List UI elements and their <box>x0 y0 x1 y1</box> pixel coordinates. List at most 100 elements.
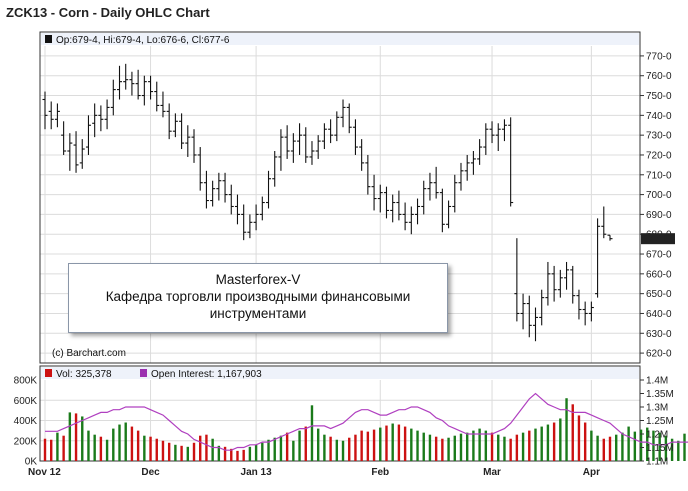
volume-bar <box>112 428 115 461</box>
volume-bar <box>348 437 351 461</box>
annotation-box: Masterforex-V Кафедра торговли производн… <box>68 263 448 333</box>
volume-bar <box>248 446 252 461</box>
volume-bar <box>391 423 394 461</box>
volume-bar <box>68 412 72 461</box>
ohlc-bar <box>483 123 489 155</box>
ohlc-bar <box>501 119 507 142</box>
ohlc-bar <box>166 103 172 140</box>
price-tick-label: 770-0 <box>646 51 672 62</box>
last-price-box <box>641 233 675 245</box>
volume-bar <box>155 438 158 461</box>
volume-bar <box>292 440 295 461</box>
ohlc-bar <box>470 151 476 175</box>
volume-legend-swatch <box>45 369 52 377</box>
ohlc-bar <box>396 190 402 221</box>
price-tick-label: 760-0 <box>646 71 672 82</box>
annotation-line-3: инструментами <box>209 306 307 321</box>
volume-bar <box>441 438 444 461</box>
ohlc-bar <box>607 234 613 241</box>
info-bar <box>41 33 639 45</box>
ohlc-bar <box>352 119 358 155</box>
volume-bar <box>428 434 432 461</box>
volume-bar <box>267 439 270 461</box>
price-tick-label: 670-0 <box>646 250 672 261</box>
volume-bar <box>329 436 332 461</box>
ohlc-bar <box>216 172 222 201</box>
price-tick-label: 660-0 <box>646 269 672 280</box>
volume-bar <box>230 448 233 461</box>
ohlc-bar <box>309 141 315 165</box>
volume-tick-label: 200K <box>14 436 38 447</box>
ohlc-bar <box>48 101 54 130</box>
volume-bar <box>304 426 307 461</box>
ohlc-bar <box>383 186 389 219</box>
volume-bar <box>646 427 649 461</box>
volume-bar <box>552 422 556 461</box>
ohlc-bar <box>495 123 501 152</box>
volume-bar <box>279 435 283 461</box>
volume-bar <box>261 442 264 461</box>
ohlc-bar <box>539 289 545 326</box>
ohlc-bar <box>321 123 327 150</box>
ohlc-bar <box>117 65 123 100</box>
volume-bar <box>410 428 413 461</box>
oi-tick-label: 1.2M <box>646 430 668 441</box>
volume-bar <box>602 438 605 461</box>
ohlc-bar <box>79 139 85 169</box>
volume-bar <box>354 434 357 461</box>
oi-tick-label: 1.3M <box>646 403 668 414</box>
volume-bar <box>81 416 84 461</box>
volume-bar <box>577 415 581 461</box>
ohlc-bar <box>557 269 563 298</box>
ohlc-bar <box>241 204 247 241</box>
date-tick-label: Apr <box>583 467 600 478</box>
ohlc-bar <box>123 63 129 90</box>
date-tick-label: Mar <box>483 467 501 478</box>
ohlc-bar <box>61 121 67 155</box>
info-bar-marker <box>45 35 52 43</box>
annotation-line-1: Masterforex-V <box>215 272 301 287</box>
volume-bar <box>639 429 643 461</box>
volume-bar <box>242 449 245 461</box>
ohlc-bar <box>532 307 538 342</box>
ohlc-bar <box>390 194 396 223</box>
volume-bar <box>223 446 227 461</box>
volume-bar <box>174 444 177 461</box>
volume-bar <box>360 430 363 461</box>
volume-bar <box>683 433 686 461</box>
ohlc-bar <box>334 111 340 142</box>
ohlc-bar <box>595 218 601 298</box>
volume-bar <box>99 436 103 461</box>
volume-bar <box>664 435 668 461</box>
oi-tick-label: 1.1M <box>646 457 668 468</box>
volume-bar <box>316 428 320 461</box>
date-tick-label: Feb <box>371 467 389 478</box>
volume-bar <box>416 430 419 461</box>
ohlc-bar <box>154 81 160 112</box>
volume-bar <box>161 440 165 461</box>
open-interest-line <box>45 392 688 451</box>
volume-bar <box>559 418 562 461</box>
volume-bar <box>335 439 339 461</box>
volume-bar <box>62 435 65 461</box>
volume-bar <box>379 427 382 461</box>
volume-bar <box>254 444 258 461</box>
volume-bar <box>608 436 612 461</box>
date-tick-label: Nov 12 <box>28 467 61 478</box>
volume-bar <box>397 424 401 461</box>
volume-bar <box>43 438 47 461</box>
ohlc-bar <box>489 121 495 144</box>
ohlc-bar <box>290 133 296 163</box>
ohlc-bar <box>104 99 110 130</box>
ohlc-bar <box>253 204 259 231</box>
volume-bar <box>211 438 214 461</box>
ohlc-bar <box>85 115 91 155</box>
volume-bar <box>130 426 134 461</box>
copyright-text: (c) Barchart.com <box>52 348 126 359</box>
ohlc-bar <box>408 206 414 235</box>
ohlc-bar <box>234 194 240 225</box>
volume-bar <box>192 442 196 461</box>
ohlc-bar <box>402 202 408 231</box>
volume-panel-frame <box>39 365 641 462</box>
volume-bar <box>521 432 525 461</box>
